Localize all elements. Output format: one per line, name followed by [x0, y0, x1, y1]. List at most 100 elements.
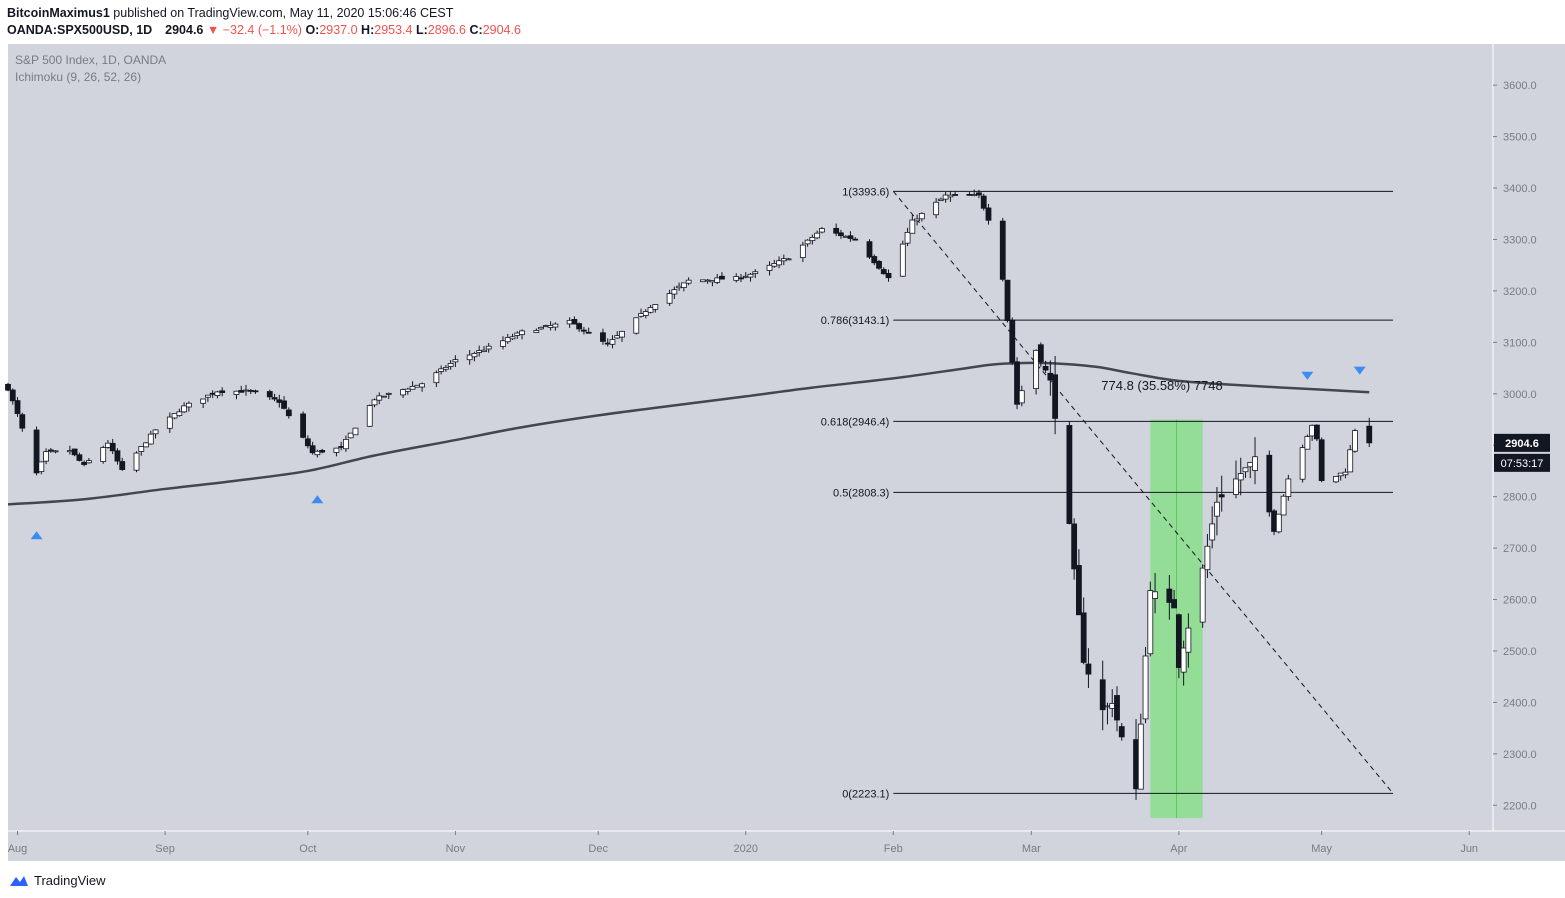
candle[interactable]	[1342, 468, 1349, 479]
candle[interactable]	[481, 346, 487, 353]
candle[interactable]	[109, 438, 116, 455]
candle[interactable]	[609, 335, 616, 349]
candle[interactable]	[81, 460, 88, 467]
candle[interactable]	[581, 326, 587, 335]
candle[interactable]	[304, 435, 311, 449]
candle[interactable]	[1218, 475, 1225, 512]
candle[interactable]	[1004, 279, 1011, 323]
candle[interactable]	[1076, 549, 1082, 616]
candle[interactable]	[714, 273, 721, 284]
candle[interactable]	[1033, 349, 1039, 395]
candle[interactable]	[409, 381, 416, 390]
candle[interactable]	[785, 257, 792, 261]
candle[interactable]	[1018, 385, 1025, 407]
candle[interactable]	[214, 390, 221, 399]
candle[interactable]	[1014, 357, 1020, 410]
triangle-down-marker-icon[interactable]	[1301, 371, 1314, 380]
candle[interactable]	[652, 304, 659, 313]
candle[interactable]	[776, 256, 782, 269]
candle[interactable]	[271, 393, 278, 402]
candle[interactable]	[1180, 640, 1187, 686]
candle[interactable]	[385, 392, 392, 399]
candle[interactable]	[738, 273, 744, 283]
candle[interactable]	[1304, 434, 1311, 450]
candle[interactable]	[642, 309, 649, 319]
candle[interactable]	[933, 198, 940, 219]
candle[interactable]	[381, 395, 387, 398]
candle[interactable]	[1233, 460, 1239, 499]
candle[interactable]	[466, 350, 473, 365]
candle[interactable]	[433, 370, 440, 388]
symbol-label[interactable]: OANDA:SPX500USD, 1D	[7, 23, 153, 37]
candle[interactable]	[419, 382, 425, 392]
candle[interactable]	[371, 398, 378, 408]
candle[interactable]	[1285, 474, 1292, 501]
candle[interactable]	[619, 330, 625, 342]
candle[interactable]	[1366, 417, 1373, 447]
candle[interactable]	[200, 398, 207, 408]
time-axis[interactable]	[8, 831, 1565, 861]
candle[interactable]	[647, 304, 654, 314]
candle[interactable]	[152, 429, 159, 439]
candle[interactable]	[376, 392, 383, 405]
candle[interactable]	[552, 322, 559, 331]
candle[interactable]	[333, 447, 340, 457]
candle[interactable]	[281, 396, 287, 410]
candle[interactable]	[1237, 457, 1244, 496]
candle[interactable]	[1313, 424, 1320, 442]
candle[interactable]	[1333, 476, 1339, 483]
candle[interactable]	[1271, 509, 1277, 536]
candle[interactable]	[766, 261, 773, 276]
candle[interactable]	[1347, 444, 1354, 473]
candle[interactable]	[1299, 444, 1306, 483]
candle[interactable]	[1066, 421, 1073, 525]
candle[interactable]	[504, 333, 511, 344]
triangle-up-marker-icon[interactable]	[311, 495, 324, 504]
candle[interactable]	[671, 286, 678, 299]
candle[interactable]	[347, 432, 354, 439]
author-name[interactable]: BitcoinMaximus1	[7, 6, 110, 20]
candle[interactable]	[1199, 564, 1206, 628]
candle[interactable]	[1252, 437, 1258, 485]
candle[interactable]	[404, 387, 411, 395]
candle[interactable]	[176, 408, 183, 417]
candle[interactable]	[233, 390, 240, 400]
candle[interactable]	[319, 448, 326, 454]
candle[interactable]	[119, 457, 126, 471]
candle[interactable]	[700, 279, 706, 283]
candle[interactable]	[205, 394, 211, 402]
candle[interactable]	[314, 449, 321, 458]
legend-indicator[interactable]: Ichimoku (9, 26, 52, 26)	[15, 70, 141, 84]
candle[interactable]	[576, 322, 583, 332]
candle[interactable]	[538, 326, 544, 330]
candle[interactable]	[747, 273, 754, 282]
candle[interactable]	[1175, 613, 1182, 679]
candle[interactable]	[5, 382, 11, 392]
candle[interactable]	[400, 388, 406, 398]
candle[interactable]	[799, 241, 806, 262]
trend-line[interactable]	[892, 190, 1394, 794]
candle[interactable]	[500, 336, 506, 350]
candle[interactable]	[143, 442, 149, 448]
triangle-down-marker-icon[interactable]	[1353, 366, 1366, 375]
candle[interactable]	[9, 388, 16, 405]
candle[interactable]	[1009, 317, 1016, 366]
candle[interactable]	[1118, 723, 1125, 741]
candle[interactable]	[1114, 686, 1120, 732]
candle[interactable]	[185, 401, 192, 412]
candle[interactable]	[880, 267, 887, 275]
candle[interactable]	[818, 227, 825, 234]
candle[interactable]	[452, 355, 459, 367]
candle[interactable]	[1080, 597, 1087, 665]
candle[interactable]	[1142, 647, 1149, 724]
candle[interactable]	[1242, 467, 1249, 478]
candle[interactable]	[1275, 513, 1282, 534]
candle[interactable]	[442, 364, 449, 372]
candle[interactable]	[976, 189, 982, 199]
candle[interactable]	[1204, 534, 1211, 579]
candle[interactable]	[833, 223, 840, 237]
candle[interactable]	[43, 448, 49, 465]
candle[interactable]	[181, 402, 188, 414]
legend-title[interactable]: S&P 500 Index, 1D, OANDA	[15, 53, 166, 67]
